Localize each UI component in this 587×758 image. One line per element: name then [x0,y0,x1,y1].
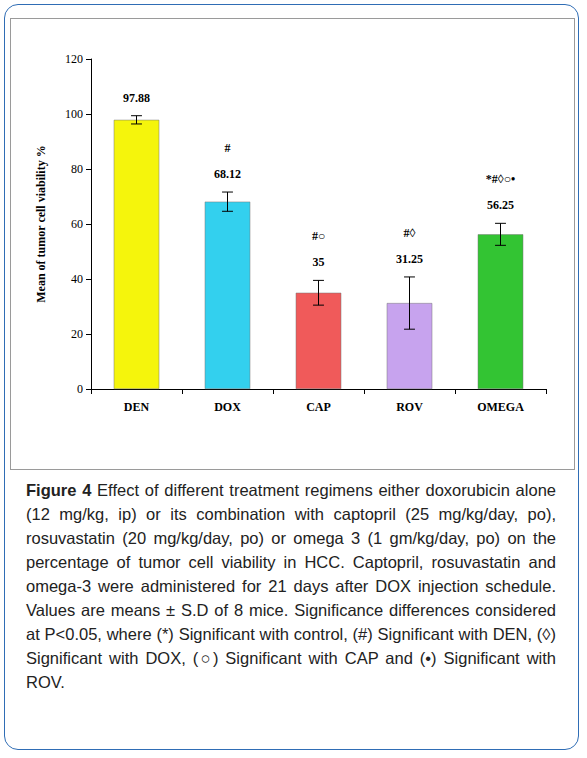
svg-text:#◊: #◊ [404,226,416,240]
svg-text:#: # [225,141,231,155]
svg-text:120: 120 [65,52,83,66]
svg-text:97.88: 97.88 [123,91,150,105]
svg-text:100: 100 [65,107,83,121]
svg-text:DOX: DOX [214,400,241,414]
svg-text:Mean of tumor cell viability %: Mean of tumor cell viability % [34,145,48,302]
svg-text:31.25: 31.25 [396,252,423,266]
svg-text:OMEGA: OMEGA [477,400,524,414]
svg-text:*#◊○•: *#◊○• [486,172,515,186]
svg-text:0: 0 [77,382,83,396]
svg-text:CAP: CAP [306,400,331,414]
svg-text:35: 35 [313,255,325,269]
html-text:Figure 4 Effect of different t: Figure 4 Effect of different treatment r… [26,481,556,691]
svg-text:68.12: 68.12 [214,167,241,181]
svg-text:#○: #○ [312,229,325,243]
svg-text:60: 60 [71,217,83,231]
svg-text:20: 20 [71,327,83,341]
svg-text:40: 40 [71,272,83,286]
svg-text:DEN: DEN [124,400,150,414]
svg-text:56.25: 56.25 [487,198,514,212]
svg-text:80: 80 [71,162,83,176]
svg-text:ROV: ROV [396,400,423,414]
